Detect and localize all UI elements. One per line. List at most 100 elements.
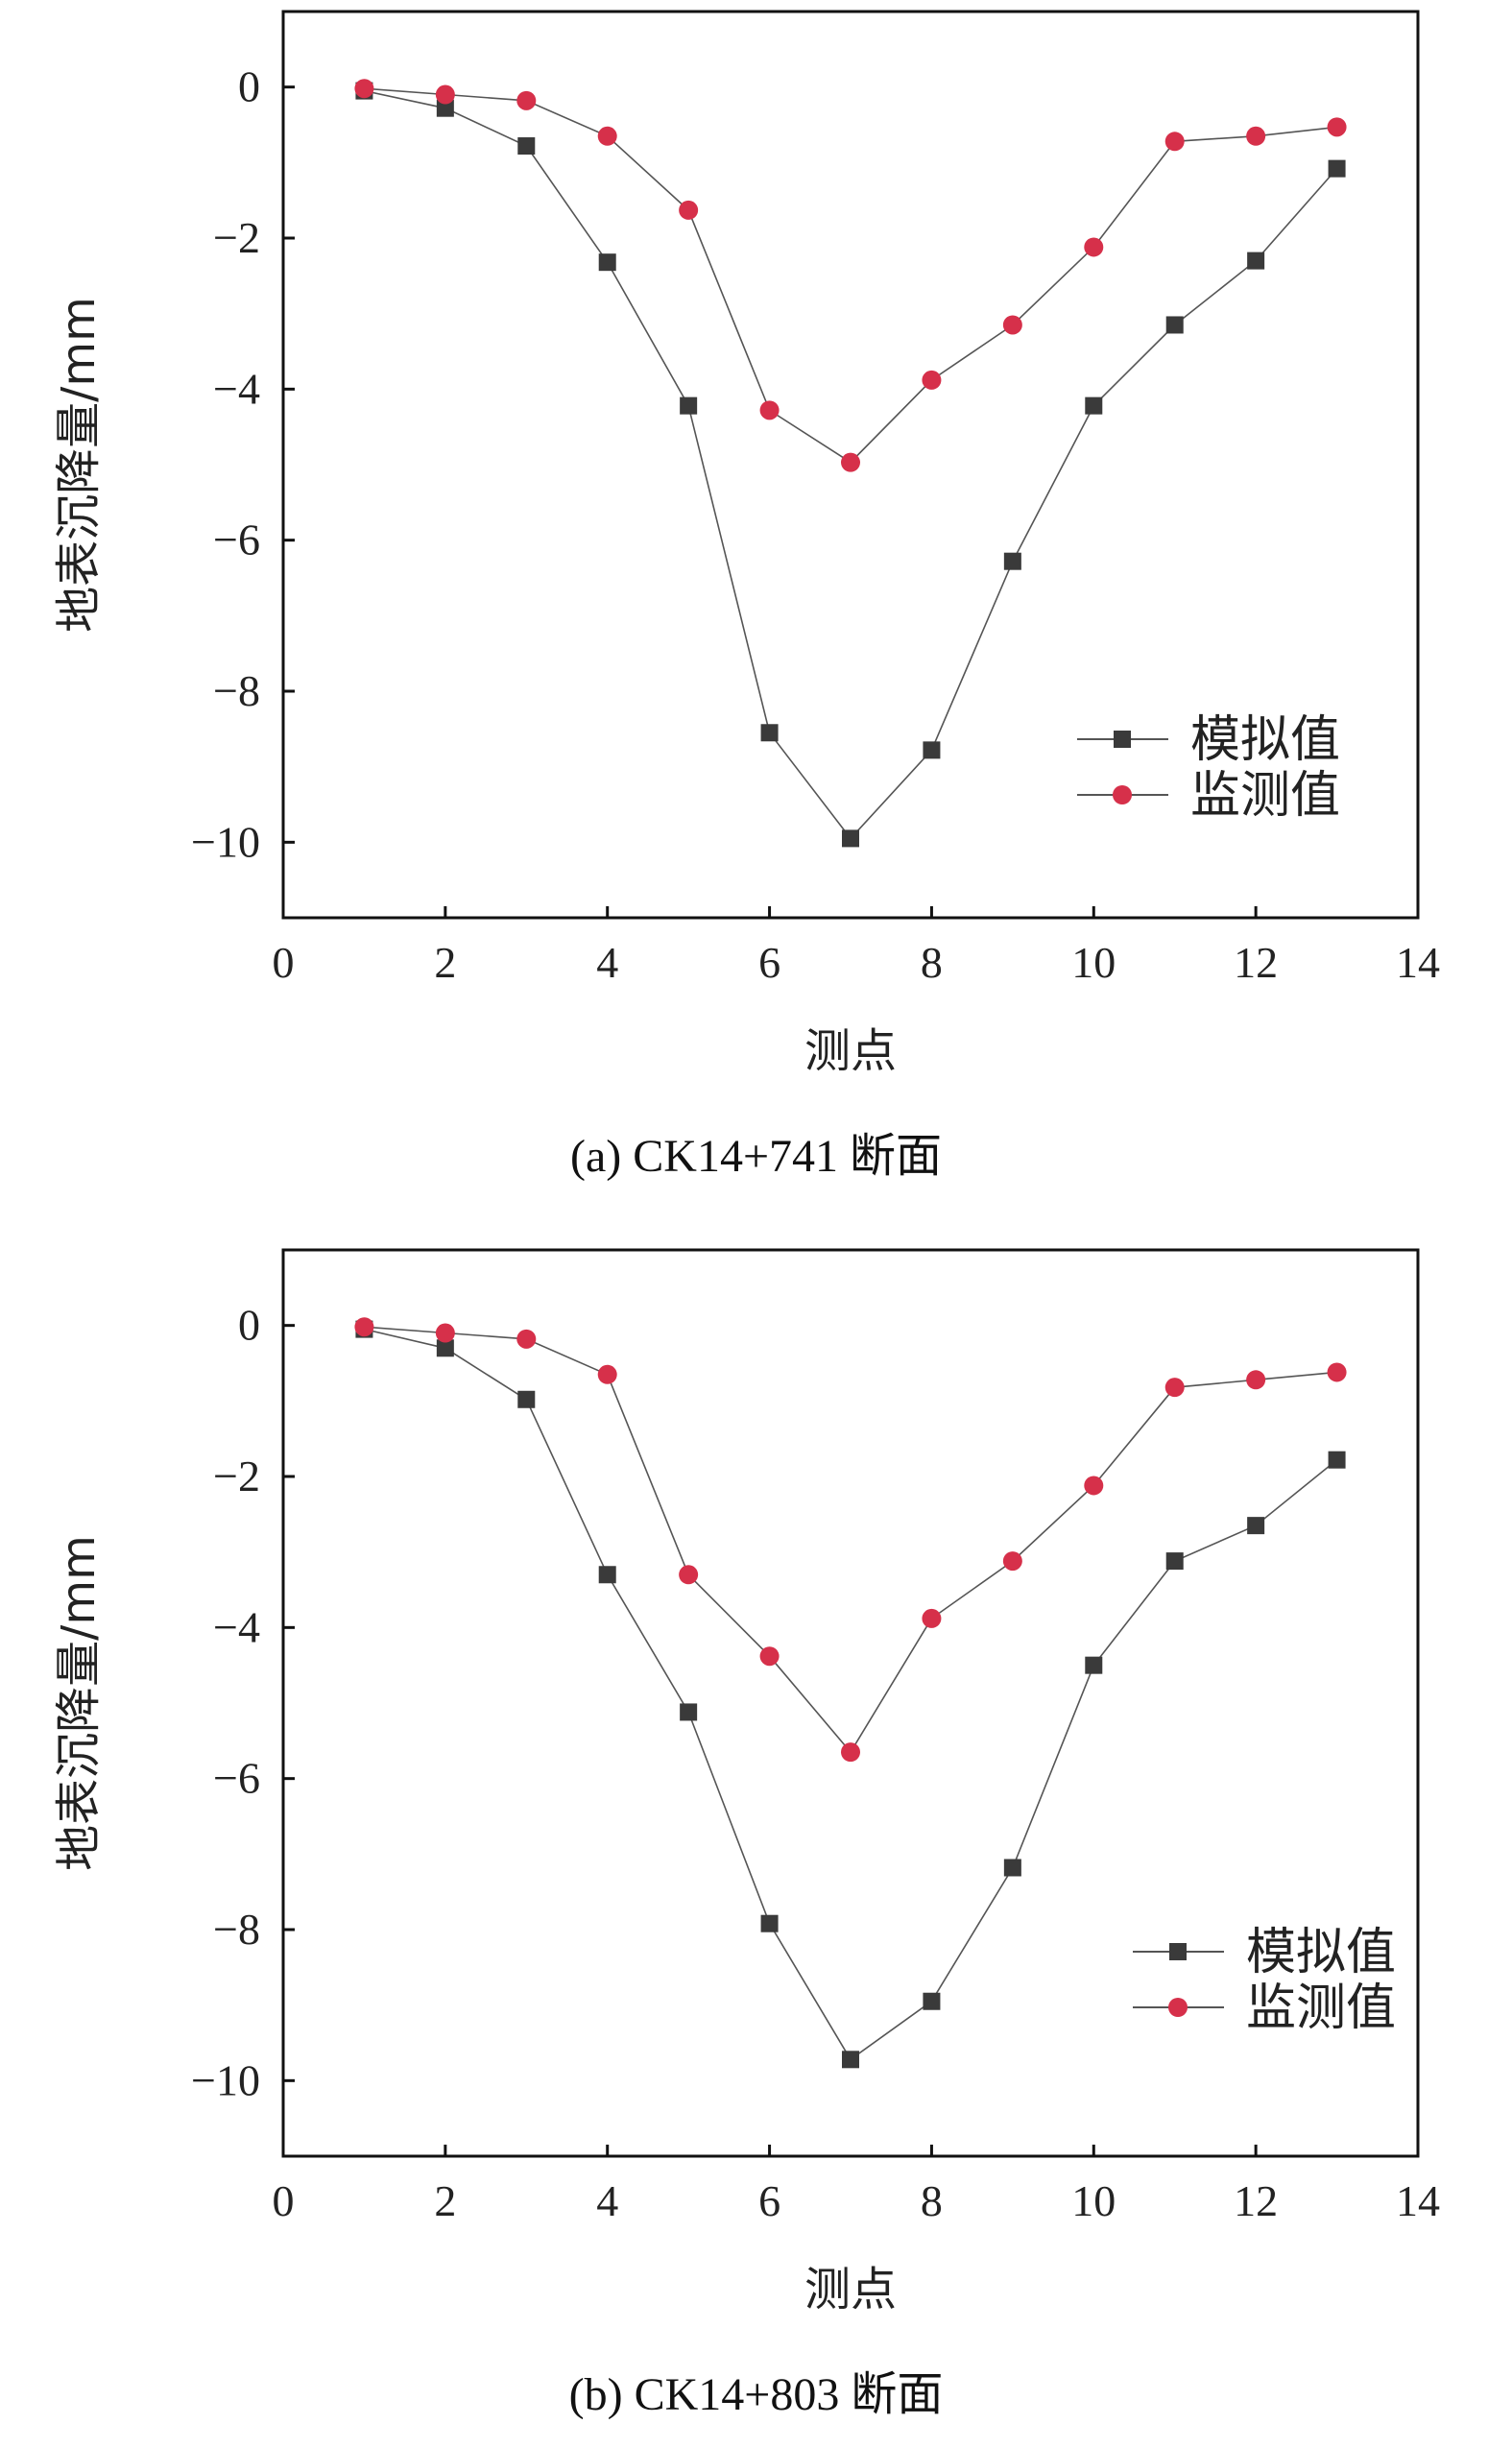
data-point-simulated — [598, 1566, 616, 1584]
data-point-simulated — [1003, 552, 1021, 570]
y-tick-label: −10 — [191, 817, 260, 866]
legend-marker-circle — [1113, 785, 1132, 804]
legend-marker-square — [1169, 1943, 1187, 1960]
data-point-monitored — [1246, 126, 1266, 146]
x-tick-label: 10 — [1071, 2176, 1116, 2225]
chart-a-caption: (a) CK14+741 断面 — [569, 1131, 943, 1182]
data-point-simulated — [598, 253, 616, 272]
y-tick-label: −4 — [213, 1602, 260, 1651]
data-point-simulated — [760, 1914, 779, 1932]
data-point-simulated — [923, 741, 941, 759]
x-tick-label: 8 — [921, 938, 943, 987]
data-point-monitored — [1002, 1551, 1022, 1572]
x-axis-label: 测点 — [804, 2263, 897, 2316]
legend-label: 监测值 — [1190, 767, 1340, 825]
data-point-simulated — [680, 1703, 698, 1721]
data-point-monitored — [1084, 1476, 1104, 1496]
data-point-simulated — [923, 1992, 941, 2010]
x-tick-label: 0 — [273, 2176, 295, 2225]
data-point-simulated — [1085, 396, 1103, 415]
x-tick-label: 12 — [1234, 2176, 1278, 2225]
data-point-simulated — [1165, 316, 1184, 334]
series-line-monitored — [364, 87, 1337, 464]
x-tick-label: 10 — [1071, 938, 1116, 987]
series-line-simulated — [364, 1328, 1338, 2061]
x-axis-label: 测点 — [804, 1024, 897, 1078]
chart-panel-a: 0 2 4 6 8 10 12 14 0 −2 −4 −6 −8 −10 测点 地表沉降量/mm 模拟值 监测值 … — [0, 0, 1512, 1214]
x-tick-label: 14 — [1396, 2176, 1440, 2225]
chart-b-caption: (b) CK14+803 断面 — [568, 2369, 944, 2420]
y-axis-label: 地表沉降量/mm — [52, 297, 106, 633]
data-point-simulated — [1328, 159, 1346, 178]
x-tick-label: 6 — [758, 938, 780, 987]
plot-frame — [281, 10, 1420, 920]
legend-marker-circle — [1168, 1998, 1188, 2017]
data-point-simulated — [1003, 1859, 1021, 1877]
data-point-monitored — [354, 1317, 374, 1337]
data-point-monitored — [841, 1742, 860, 1763]
data-point-simulated — [436, 1339, 454, 1357]
chart-panel-b: 0 2 4 6 8 10 12 14 0 −2 −4 −6 −8 −10 测点 地表沉降量/mm 模拟值 监测值 … — [0, 1234, 1512, 2448]
data-point-monitored — [516, 1329, 537, 1349]
data-point-simulated — [517, 1390, 536, 1408]
data-point-monitored — [435, 84, 455, 105]
x-tick-label: 2 — [434, 938, 456, 987]
data-point-simulated — [1165, 1552, 1184, 1571]
data-point-simulated — [1085, 1656, 1103, 1674]
y-axis-label: 地表沉降量/mm — [52, 1535, 106, 1871]
data-point-monitored — [354, 79, 374, 99]
data-point-simulated — [1247, 252, 1265, 270]
y-tick-label: −8 — [213, 666, 260, 715]
x-tick-label: 4 — [596, 2176, 618, 2225]
data-point-monitored — [1246, 1370, 1266, 1390]
data-point-monitored — [841, 452, 860, 472]
y-tick-label: 0 — [238, 62, 260, 111]
x-tick-label: 0 — [273, 938, 295, 987]
data-point-monitored — [1164, 1378, 1185, 1398]
data-point-simulated — [436, 99, 454, 117]
y-tick-label: −6 — [213, 516, 260, 564]
data-point-simulated — [842, 2051, 859, 2069]
series-line-monitored — [364, 1326, 1337, 1754]
data-point-simulated — [1328, 1451, 1346, 1469]
data-point-monitored — [1327, 1362, 1347, 1382]
data-point-monitored — [679, 1565, 699, 1585]
data-point-monitored — [597, 126, 617, 146]
data-point-monitored — [922, 1608, 942, 1628]
x-tick-label: 6 — [758, 2176, 780, 2225]
x-tick-label: 8 — [921, 2176, 943, 2225]
data-point-monitored — [922, 370, 942, 390]
data-point-simulated — [680, 396, 698, 415]
data-point-simulated — [1247, 1517, 1265, 1535]
plot-frame — [281, 1248, 1420, 2158]
y-tick-label: 0 — [238, 1301, 260, 1350]
data-point-simulated — [842, 829, 859, 848]
legend-label: 监测值 — [1246, 1980, 1396, 2037]
data-point-monitored — [679, 200, 699, 220]
data-point-simulated — [517, 137, 536, 156]
data-point-monitored — [1164, 132, 1185, 152]
y-tick-label: −2 — [213, 213, 260, 262]
x-tick-label: 12 — [1234, 938, 1278, 987]
data-point-monitored — [759, 400, 780, 420]
x-tick-label: 2 — [434, 2176, 456, 2225]
data-point-monitored — [1327, 117, 1347, 137]
y-tick-label: −10 — [191, 2055, 260, 2104]
y-tick-label: −4 — [213, 364, 260, 413]
data-point-monitored — [1084, 237, 1104, 257]
data-point-simulated — [760, 724, 779, 742]
y-tick-label: −2 — [213, 1452, 260, 1500]
y-tick-label: −8 — [213, 1905, 260, 1954]
data-point-monitored — [597, 1364, 617, 1384]
data-point-monitored — [759, 1646, 780, 1667]
legend-label: 模拟值 — [1190, 711, 1340, 769]
x-tick-label: 4 — [596, 938, 618, 987]
data-point-monitored — [1002, 315, 1022, 335]
data-point-monitored — [435, 1323, 455, 1343]
x-tick-label: 14 — [1396, 938, 1440, 987]
legend-label: 模拟值 — [1246, 1924, 1396, 1981]
data-point-monitored — [516, 90, 537, 110]
y-tick-label: −6 — [213, 1754, 260, 1803]
